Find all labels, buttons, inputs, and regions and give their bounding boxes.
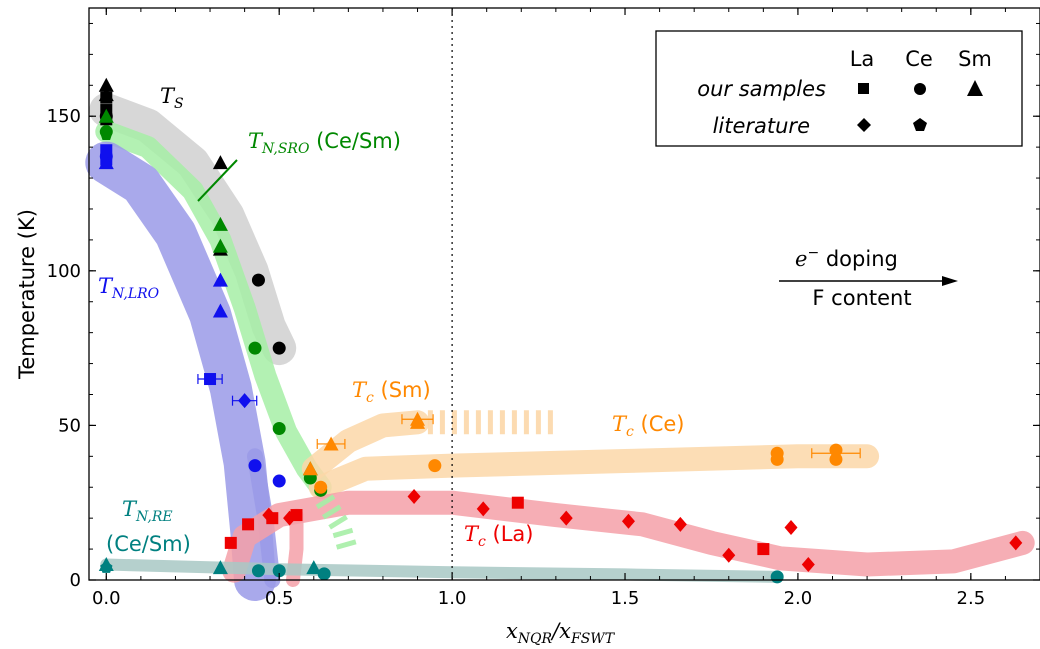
square-marker [757,543,770,556]
circle-marker [248,341,262,355]
band-ts [89,93,297,366]
square-marker [242,518,255,531]
y-tick-label: 100 [47,261,81,282]
triangle-marker [323,436,339,451]
y-axis-title: Temperature (K) [15,209,39,380]
label-tnsro: TN,SRO (Ce/Sm) [248,129,401,157]
legend-row-ours: our samples [697,77,826,101]
circle-marker [272,474,286,488]
triangle-marker [212,216,228,231]
triangle-marker [212,303,228,318]
band-tnsro [95,120,332,499]
square-marker [511,496,524,509]
label-tnre-line2: (Ce/Sm) [106,532,191,556]
diamond-marker [673,516,687,532]
axis-ticks: 0.0 0.5 1.0 1.5 2.0 2.5 0 50 100 150 [47,8,1040,609]
circle-marker [314,480,328,494]
diamond-marker [476,501,490,517]
legend-row-lit: literature [713,114,810,138]
pentagon-marker [100,128,113,140]
band-tnre [100,558,784,583]
legend-diamond-marker [857,118,871,132]
diamond-marker [784,519,798,535]
label-f-content: F content [812,286,911,310]
triangle-marker [98,108,114,123]
triangle-marker [212,560,228,575]
band-tc-la [222,490,1035,583]
diamond-marker [559,510,573,526]
x-tick-label: 2.0 [784,588,813,609]
legend-circle-marker [914,83,926,95]
legend: La Ce Sm our samples literature [655,30,1023,147]
triangle-marker [410,414,426,429]
label-ts: TS [160,84,184,112]
triangle-marker [98,155,114,170]
circle-marker [317,567,331,581]
plot-frame [88,7,1040,581]
phase-bands [85,93,1035,601]
circle-marker [251,273,265,287]
band-tc-ce [308,444,880,500]
diamond-marker [407,489,421,505]
data-markers [98,77,1023,584]
circle-marker [272,341,286,355]
legend-square-marker [858,83,869,94]
legend-col-la: La [850,47,875,71]
triangle-marker [306,560,322,575]
label-tc-la: Tc (La) [464,522,534,550]
x-tick-label: 0.5 [265,588,294,609]
doping-arrow-head [942,276,958,286]
triangle-marker [212,272,228,287]
square-marker [204,373,217,386]
label-tnre: TN,RE [122,497,173,525]
circle-marker [829,443,843,457]
diamond-marker [238,393,252,409]
legend-col-sm: Sm [958,47,992,71]
circle-marker [272,421,286,435]
circle-marker [770,570,784,584]
y-tick-label: 50 [58,415,81,436]
circle-marker [829,452,843,466]
tnsro-pointer [197,159,238,202]
circle-marker [251,564,265,578]
triangle-marker [302,461,318,476]
diamond-marker [262,507,276,523]
x-tick-label: 0.0 [92,588,121,609]
diamond-marker [801,557,815,573]
x-tick-label: 1.5 [611,588,640,609]
triangle-marker [98,77,114,92]
pentagon-marker [100,561,113,573]
label-tnlro: TN,LRO [98,274,160,302]
circle-marker [248,459,262,473]
triangle-marker [212,238,228,253]
x-axis-title: xNQR/xFSWT [506,619,616,647]
triangle-marker [212,155,228,170]
circle-marker [428,459,442,473]
legend-pentagon-marker [913,118,927,131]
band-tc-sm [301,410,430,481]
diamond-marker [722,547,736,563]
diamond-marker [1009,535,1023,551]
band-tnsro-dashed [315,494,359,555]
label-doping: e− doping [795,245,898,271]
y-tick-label: 150 [47,106,81,127]
x-tick-label: 2.5 [957,588,986,609]
legend-triangle-marker [967,80,983,96]
x-tick-label: 1.0 [438,588,467,609]
label-tc-ce: Tc (Ce) [612,412,685,440]
circle-marker [272,564,286,578]
diamond-marker [283,510,297,526]
square-marker [224,536,237,549]
legend-col-ce: Ce [905,47,933,71]
circle-marker [770,452,784,466]
label-tc-sm: Tc (Sm) [352,378,431,406]
triangle-marker [98,87,114,102]
y-tick-label: 0 [70,570,81,591]
diamond-marker [621,513,635,529]
